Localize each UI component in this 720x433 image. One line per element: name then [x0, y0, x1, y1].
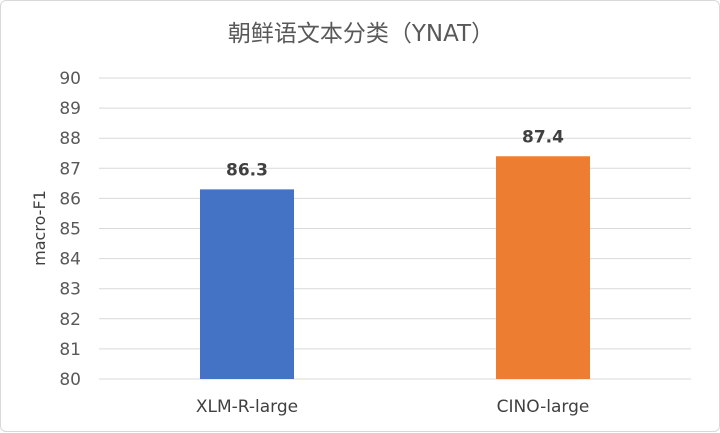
y-tick-labels: 80 81 82 83 84 85 86 87 88 89 90	[59, 69, 81, 390]
y-tick-label: 87	[59, 159, 81, 179]
data-label: 86.3	[226, 160, 268, 180]
y-tick-label: 85	[59, 220, 81, 240]
data-label: 87.4	[522, 127, 564, 147]
y-tick-label: 83	[59, 280, 81, 300]
y-tick-label: 88	[59, 129, 81, 149]
y-tick-label: 82	[59, 310, 81, 330]
chart-title: 朝鲜语文本分类（YNAT）	[228, 21, 494, 47]
y-tick-label: 80	[59, 370, 81, 390]
y-tick-label: 90	[59, 69, 81, 89]
data-labels: 86.3 87.4	[226, 127, 564, 180]
bar-cino-large	[496, 156, 590, 379]
y-tick-label: 81	[59, 340, 81, 360]
bar-xlm-r-large	[200, 189, 294, 379]
x-category-label: CINO-large	[497, 397, 590, 417]
y-tick-label: 84	[59, 250, 81, 270]
y-tick-label: 89	[59, 99, 81, 119]
bars	[200, 156, 590, 379]
x-category-label: XLM-R-large	[196, 397, 298, 417]
y-tick-label: 86	[59, 189, 81, 209]
x-category-labels: XLM-R-large CINO-large	[196, 397, 589, 417]
y-axis-label: macro-F1	[30, 190, 49, 266]
gridlines	[99, 77, 691, 380]
